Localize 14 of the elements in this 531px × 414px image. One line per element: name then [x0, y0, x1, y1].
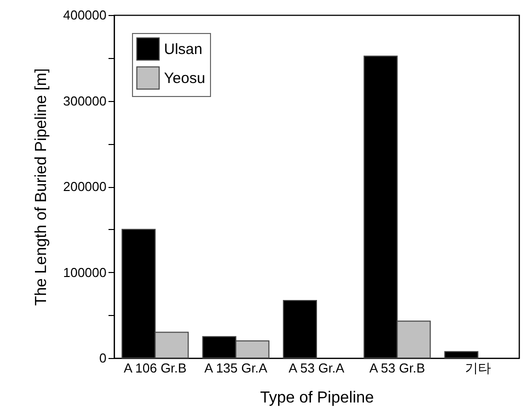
y-tick-label: 0: [99, 350, 106, 366]
y-tick-label: 100000: [63, 264, 106, 280]
legend-label: Yeosu: [164, 70, 206, 87]
y-tick-label: 200000: [63, 179, 106, 194]
x-tick-label: A 135 Gr.A: [204, 360, 268, 376]
legend-label: Ulsan: [164, 41, 202, 58]
x-tick-label: 기타: [464, 360, 491, 376]
x-tick-label: A 53 Gr.B: [369, 360, 426, 376]
y-tick-label: 300000: [63, 93, 106, 108]
y-axis-title: The Length of Buried Pipeline [m]: [33, 68, 50, 306]
x-tick-label: A 53 Gr.A: [288, 360, 345, 376]
x-axis-title: Type of Pipeline: [260, 390, 374, 406]
x-tick-label: A 106 Gr.B: [124, 360, 187, 376]
y-tick-label: 400000: [63, 8, 106, 22]
